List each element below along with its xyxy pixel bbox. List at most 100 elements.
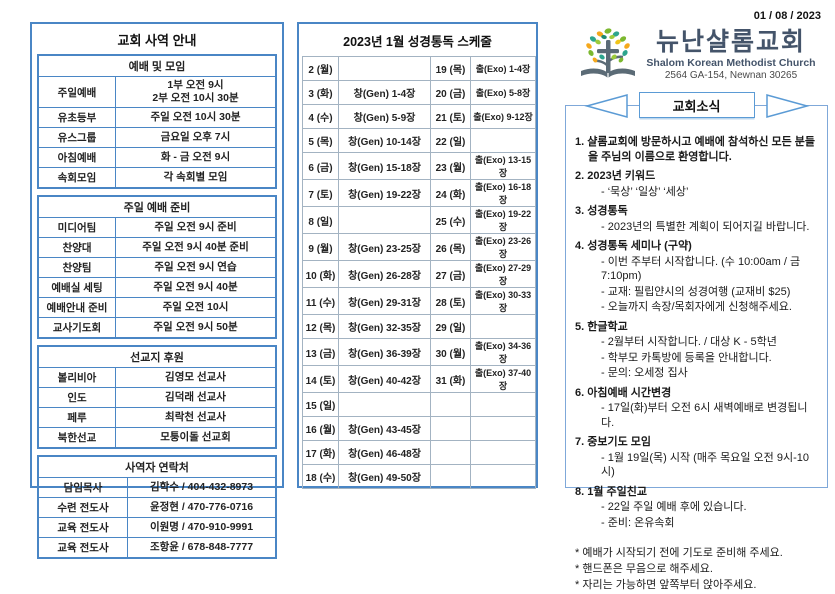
schedule-date-cell — [430, 392, 471, 417]
schedule-date-cell: 16 (월) — [302, 416, 339, 441]
row-value: 조항윤 / 678-848-7777 — [128, 538, 275, 557]
row-value-line: 금요일 오후 7시 — [160, 131, 231, 144]
row-label: 예배실 세팅 — [39, 278, 116, 298]
row-label: 예배안내 준비 — [39, 298, 116, 318]
schedule-row: 8 (일) 25 (수) 출(Exo) 19-22장 — [302, 206, 536, 234]
row-label: 볼리비아 — [39, 368, 116, 388]
section-header: 선교지 후원 — [39, 347, 275, 369]
schedule-table: 2 (월) 19 (목) 출(Exo) 1-4장 3 (화) 창(Gen) 1-… — [302, 56, 536, 489]
news-item-title: 8. 1월 주일친교 — [575, 485, 648, 498]
news-item-detail: - 2월부터 시작합니다. / 대상 K - 5학년 — [601, 336, 777, 349]
schedule-date-cell — [430, 416, 471, 441]
bible-reading-schedule-panel: 2023년 1월 성경통독 스케줄 2 (월) 19 (목) 출(Exo) 1-… — [297, 22, 538, 489]
schedule-date-cell: 13 (금) — [302, 338, 339, 366]
table-row: 예배안내 준비 주일 오전 10시 — [39, 298, 275, 319]
schedule-reading-cell: 출(Exo) 23-26장 — [470, 233, 536, 261]
schedule-date-cell: 21 (토) — [430, 104, 471, 129]
schedule-reading-cell: 창(Gen) 23-25장 — [338, 233, 431, 261]
schedule-date-cell: 27 (금) — [430, 260, 471, 288]
row-label: 속회모임 — [39, 168, 116, 188]
row-label: 교육 전도사 — [39, 538, 128, 558]
section-header: 사역자 연락처 — [39, 457, 275, 479]
row-value-line: 주일 오전 10시 — [162, 301, 229, 314]
schedule-date-cell: 9 (월) — [302, 233, 339, 261]
row-label: 미디어팀 — [39, 218, 116, 238]
schedule-reading-cell: 창(Gen) 5-9장 — [338, 104, 431, 129]
row-value-line: 김영모 선교사 — [165, 371, 226, 384]
row-label: 페루 — [39, 408, 116, 428]
table-row: 교사기도회 주일 오전 9시 50분 — [39, 318, 275, 338]
schedule-reading-cell — [470, 416, 536, 441]
news-header: 교회소식 — [638, 92, 755, 118]
schedule-reading-cell: 창(Gen) 43-45장 — [338, 416, 431, 441]
row-value-line: 주일 오전 9시 50분 — [153, 321, 238, 334]
row-value: 주일 오전 9시 준비 — [116, 218, 275, 237]
schedule-row: 9 (월) 창(Gen) 23-25장 26 (목) 출(Exo) 23-26장 — [302, 233, 536, 261]
row-value-line: 이원명 / 470-910-9991 — [149, 521, 254, 534]
table-row: 주일예배 1부 오전 9시 2부 오전 10시 30분 — [39, 77, 275, 109]
mission-support-table: 선교지 후원 볼리비아 김영모 선교사 인도 김덕래 선교사 — [37, 345, 277, 450]
note-line: * 예배가 시작되기 전에 기도로 준비해 주세요. — [575, 547, 783, 560]
schedule-row: 5 (목) 창(Gen) 10-14장 22 (일) — [302, 128, 536, 153]
schedule-date-cell: 15 (일) — [302, 392, 339, 417]
schedule-reading-cell: 창(Gen) 15-18장 — [338, 152, 431, 180]
row-value-line: 주일 오전 10시 30분 — [150, 111, 241, 124]
church-name-english: Shalom Korean Methodist Church — [646, 57, 816, 70]
church-logo-tree-cross-icon — [581, 28, 636, 78]
row-value: 김영모 선교사 — [116, 368, 275, 387]
section-rows: 미디어팀 주일 오전 9시 준비 찬양대 주일 오전 9시 40분 준비 찬양팀 — [39, 218, 275, 338]
church-news-panel: 교회소식 1. 샬롬교회에 방문하시고 예배에 참석하신 모든 분들을 주님의 … — [565, 92, 828, 591]
schedule-reading-cell: 창(Gen) 49-50장 — [338, 464, 431, 489]
news-item-title: 1. 샬롬교회에 방문하시고 예배에 참석하신 모든 분들을 주님의 이름으로 … — [575, 136, 816, 163]
bulletin-date: 01 / 08 / 2023 — [753, 10, 821, 22]
row-value-line: 윤정현 / 470-776-0716 — [149, 501, 254, 514]
schedule-row: 14 (토) 창(Gen) 40-42장 31 (화) 출(Exo) 37-40… — [302, 365, 536, 393]
schedule-reading-cell — [470, 314, 536, 339]
schedule-row: 17 (화) 창(Gen) 46-48장 — [302, 440, 536, 465]
table-row: 찬양팀 주일 오전 9시 연습 — [39, 258, 275, 279]
news-item-detail: - ‘묵상’ ‘일상’ ‘세상’ — [601, 185, 689, 198]
church-name-block: 뉴난샬롬교회 Shalom Korean Methodist Church 25… — [646, 29, 816, 82]
news-item-detail: - 17일(화)부터 오전 6시 새벽예배로 변경됩니다. — [601, 402, 808, 429]
schedule-reading-cell: 창(Gen) 26-28장 — [338, 260, 431, 288]
row-value-line: 김덕래 선교사 — [165, 391, 226, 404]
news-item: 5. 한글학교 - 2월부터 시작합니다. / 대상 K - 5학년 - 학부모… — [575, 320, 818, 381]
table-row: 페루 최락천 선교사 — [39, 408, 275, 429]
schedule-date-cell: 10 (화) — [302, 260, 339, 288]
table-row: 인도 김덕래 선교사 — [39, 388, 275, 409]
schedule-row: 11 (수) 창(Gen) 29-31장 28 (토) 출(Exo) 30-33… — [302, 287, 536, 315]
news-item-detail: - 준비: 온유속회 — [601, 516, 675, 529]
news-item-detail: - 22일 주일 예배 후에 있습니다. — [601, 501, 747, 514]
schedule-date-cell: 11 (수) — [302, 287, 339, 315]
section-rows: 볼리비아 김영모 선교사 인도 김덕래 선교사 페루 최락천 선교사 — [39, 368, 275, 448]
note-line: * 자리는 가능하면 앞쪽부터 앉아주세요. — [575, 579, 757, 592]
row-value: 화 - 금 오전 9시 — [116, 148, 275, 167]
table-row: 담임목사 김학수 / 404-432-8973 — [39, 478, 275, 499]
schedule-row: 10 (화) 창(Gen) 26-28장 27 (금) 출(Exo) 27-29… — [302, 260, 536, 288]
row-label: 교사기도회 — [39, 318, 116, 338]
schedule-reading-cell: 출(Exo) 16-18장 — [470, 179, 536, 207]
section-rows: 주일예배 1부 오전 9시 2부 오전 10시 30분 유초등부 주일 오전 1… — [39, 77, 275, 188]
schedule-date-cell: 23 (월) — [430, 152, 471, 180]
row-value: 금요일 오후 7시 — [116, 128, 275, 147]
schedule-row: 15 (일) — [302, 392, 536, 417]
ribbon-tails-icon — [583, 94, 810, 118]
news-item-title: 5. 한글학교 — [575, 320, 628, 333]
schedule-date-cell: 2 (월) — [302, 56, 339, 81]
news-notes: * 예배가 시작되기 전에 기도로 준비해 주세요. * 핸드폰은 무음으로 해… — [575, 546, 818, 594]
news-item-title: 4. 성경통독 세미나 (구약) — [575, 240, 692, 253]
schedule-date-cell: 6 (금) — [302, 152, 339, 180]
schedule-date-cell: 26 (목) — [430, 233, 471, 261]
schedule-reading-cell: 출(Exo) 13-15장 — [470, 152, 536, 180]
schedule-date-cell: 8 (일) — [302, 206, 339, 234]
schedule-row: 13 (금) 창(Gen) 36-39장 30 (월) 출(Exo) 34-36… — [302, 338, 536, 366]
table-row: 아침예배 화 - 금 오전 9시 — [39, 148, 275, 169]
schedule-reading-cell: 출(Exo) 19-22장 — [470, 206, 536, 234]
row-value-line: 주일 오전 9시 40분 — [153, 281, 238, 294]
schedule-date-cell: 24 (화) — [430, 179, 471, 207]
row-value-line: 주일 오전 9시 40분 준비 — [142, 241, 249, 254]
news-item-title: 6. 아침예배 시간변경 — [575, 386, 672, 399]
schedule-reading-cell — [338, 56, 431, 81]
news-item-detail: - 2023년의 특별한 계획이 되어지길 바랍니다. — [601, 220, 810, 233]
table-row: 예배실 세팅 주일 오전 9시 40분 — [39, 278, 275, 299]
